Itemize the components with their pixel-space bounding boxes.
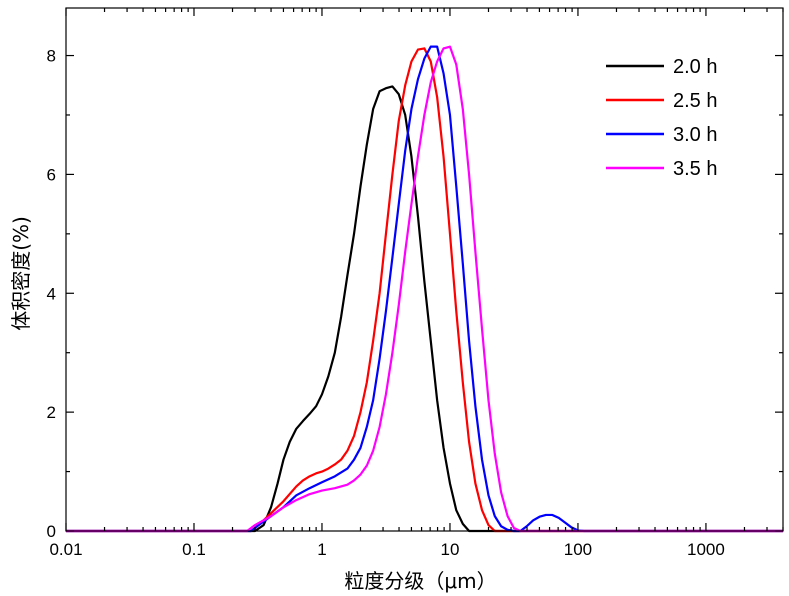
plot-frame — [65, 7, 784, 532]
legend: 2.0 h 2.5 h 3.0 h 3.5 h — [606, 56, 717, 180]
x-axis-ticks: 0.01 0.1 1 10 100 1000 — [49, 8, 784, 559]
series-line-1 — [66, 85, 783, 533]
legend-label-1: 2.0 h — [673, 56, 717, 78]
x-tick-label: 100 — [564, 540, 592, 559]
legend-label-4: 3.5 h — [673, 158, 717, 180]
series-layer — [66, 45, 783, 533]
y-tick-label: 4 — [47, 284, 56, 303]
legend-label-2: 2.5 h — [673, 90, 717, 112]
legend-label-3: 3.0 h — [673, 124, 717, 146]
series-line-2 — [66, 47, 783, 533]
x-tick-label: 1 — [317, 540, 326, 559]
y-tick-label: 2 — [47, 403, 56, 422]
y-tick-label: 8 — [47, 47, 56, 66]
x-tick-label: 0.1 — [182, 540, 206, 559]
x-axis-title: 粒度分级（μm） — [344, 569, 496, 593]
y-tick-label: 0 — [47, 522, 56, 541]
x-tick-label: 1000 — [687, 540, 725, 559]
x-tick-label: 10 — [441, 540, 460, 559]
series-line-3 — [66, 45, 783, 533]
y-tick-label: 6 — [47, 165, 56, 184]
y-axis-title: 体积密度(%) — [9, 216, 33, 331]
y-axis-ticks: 0 2 4 6 8 — [47, 47, 783, 541]
x-tick-label: 0.01 — [49, 540, 82, 559]
series-line-4 — [66, 45, 783, 533]
